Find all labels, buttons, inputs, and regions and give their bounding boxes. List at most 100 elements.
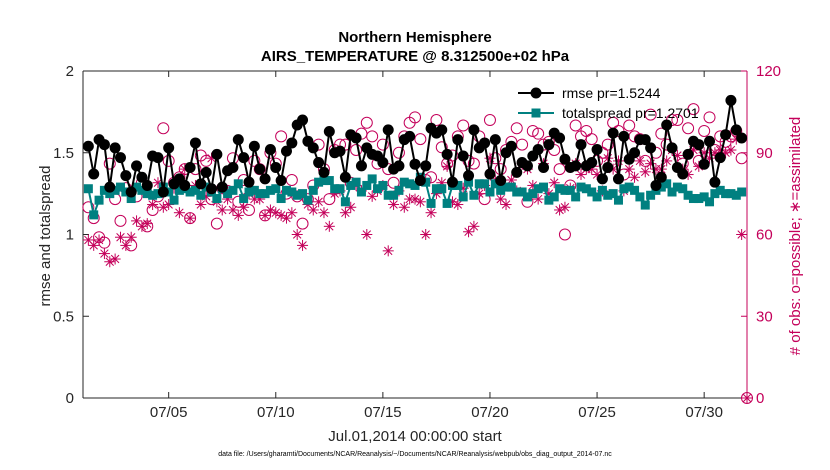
obs-assimilated-point xyxy=(173,207,185,219)
totalspread-point xyxy=(453,180,463,190)
totalspread-point xyxy=(506,182,516,192)
totalspread-point xyxy=(399,177,409,187)
y-tick-label-right: 90 xyxy=(756,145,773,162)
totalspread-point xyxy=(373,184,383,194)
totalspread-point xyxy=(710,189,720,199)
totalspread-point xyxy=(405,179,415,189)
y-tick-label-left: 0 xyxy=(66,390,74,407)
totalspread-point xyxy=(233,179,243,189)
rmse-point xyxy=(109,142,121,154)
rmse-point xyxy=(463,170,475,182)
obs-possible-point xyxy=(569,119,582,132)
rmse-point xyxy=(586,157,598,169)
obs-possible-point xyxy=(210,217,223,230)
rmse-point xyxy=(655,171,667,183)
totalspread-point xyxy=(667,187,677,197)
obs-assimilated-point xyxy=(109,253,121,265)
totalspread-point xyxy=(383,190,393,200)
obs-assimilated-point xyxy=(361,229,373,240)
totalspread-point xyxy=(292,190,302,200)
obs-possible-point xyxy=(483,114,496,127)
rmse-point xyxy=(575,139,587,151)
rmse-point xyxy=(436,124,448,136)
rmse-point xyxy=(254,163,266,175)
obs-assimilated-point xyxy=(184,212,196,224)
totalspread-point xyxy=(174,185,184,195)
obs-possible-point xyxy=(82,201,95,214)
totalspread-point xyxy=(356,187,366,197)
totalspread-point xyxy=(576,182,586,192)
obs-assimilated-point xyxy=(741,392,753,404)
rmse-point xyxy=(307,142,319,154)
obs-assimilated-point xyxy=(623,163,635,175)
obs-assimilated-point xyxy=(93,234,105,246)
rmse-point xyxy=(468,124,480,136)
totalspread-point xyxy=(656,182,666,192)
obs-assimilated-point xyxy=(238,201,250,213)
totalspread-point xyxy=(137,185,147,195)
totalspread-point xyxy=(105,189,115,199)
legend-rmse-label: rmse pr=1.5244 xyxy=(562,85,661,101)
rmse-point xyxy=(275,175,287,187)
rmse-point xyxy=(666,142,678,154)
obs-assimilated-point xyxy=(559,201,571,213)
rmse-point xyxy=(677,168,689,180)
obs-possible-point xyxy=(585,133,598,146)
rmse-point xyxy=(511,166,523,178)
totalspread-point xyxy=(99,185,109,195)
totalspread-point xyxy=(319,176,329,186)
rmse-point xyxy=(404,130,416,142)
totalspread-point xyxy=(560,185,570,195)
totalspread-point xyxy=(244,187,254,197)
obs-assimilated-point xyxy=(548,177,560,189)
totalspread-point xyxy=(89,210,99,220)
rmse-point xyxy=(736,132,748,144)
totalspread-point xyxy=(276,194,286,204)
rmse-point xyxy=(238,152,250,164)
totalspread-point xyxy=(340,197,350,207)
rmse-point xyxy=(339,171,351,183)
totalspread-point xyxy=(517,187,527,197)
totalspread-point xyxy=(458,192,468,202)
obs-assimilated-point xyxy=(554,204,566,216)
obs-possible-point xyxy=(601,138,614,151)
totalspread-point xyxy=(694,194,704,204)
obs-assimilated-point xyxy=(382,245,394,257)
rmse-point xyxy=(709,176,721,188)
rmse-point xyxy=(227,161,239,173)
obs-possible-point xyxy=(623,119,636,132)
totalspread-point xyxy=(255,189,265,199)
obs-assimilated-point xyxy=(725,144,737,156)
totalspread-point xyxy=(437,184,447,194)
obs-possible-point xyxy=(430,114,443,127)
rmse-point xyxy=(602,161,614,173)
rmse-point xyxy=(596,173,608,185)
obs-assimilated-point xyxy=(612,155,624,167)
obs-assimilated-point xyxy=(639,166,651,178)
obs-possible-point xyxy=(414,133,427,146)
x-tick-label: 07/10 xyxy=(257,404,295,421)
obs-possible-point xyxy=(387,176,400,189)
totalspread-point xyxy=(148,190,158,200)
rmse-point xyxy=(409,158,421,170)
rmse-point xyxy=(645,142,657,154)
totalspread-point xyxy=(485,187,495,197)
rmse-point xyxy=(88,168,100,180)
chart-title: Northern Hemisphere xyxy=(338,29,491,46)
rmse-point xyxy=(591,143,603,155)
totalspread-point xyxy=(378,180,388,190)
totalspread-point xyxy=(490,179,500,189)
obs-assimilated-point xyxy=(468,220,480,232)
rmse-point xyxy=(297,114,309,126)
totalspread-point xyxy=(169,195,179,205)
rmse-point xyxy=(377,157,389,169)
obs-assimilated-point xyxy=(120,239,132,251)
totalspread-point xyxy=(367,174,377,184)
rmse-point xyxy=(232,134,244,146)
totalspread-point xyxy=(731,190,741,200)
rmse-point xyxy=(318,166,330,178)
totalspread-point xyxy=(464,177,474,187)
x-tick-label: 07/30 xyxy=(685,404,723,421)
obs-assimilated-point xyxy=(286,207,298,219)
